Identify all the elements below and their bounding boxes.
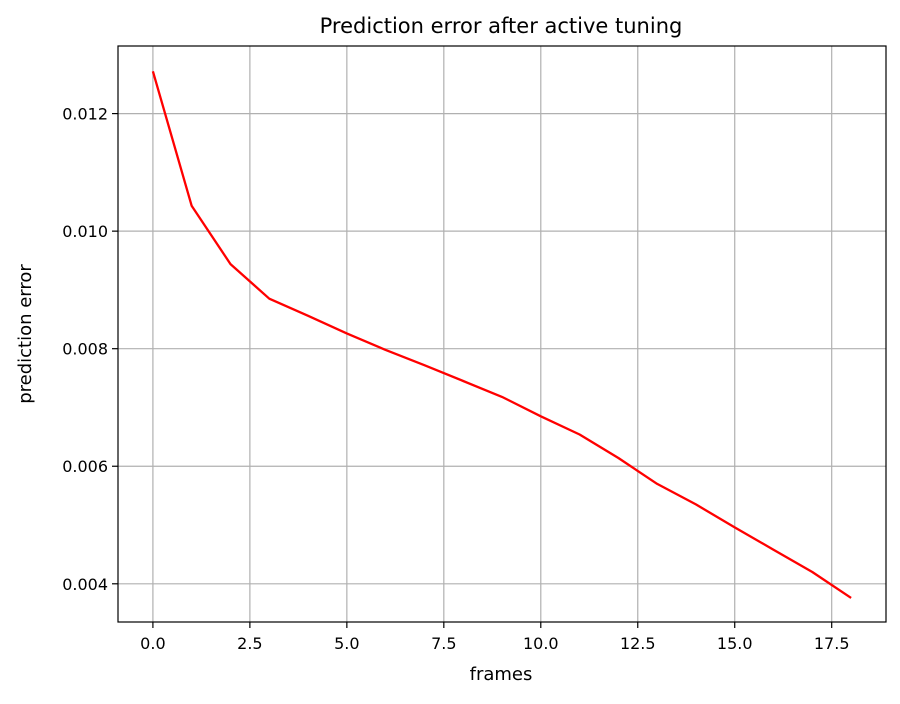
y-tick-label: 0.008	[62, 340, 108, 359]
x-tick-label: 5.0	[334, 634, 359, 653]
y-tick-label: 0.006	[62, 457, 108, 476]
y-tick-label: 0.012	[62, 105, 108, 124]
plot-frame	[117, 45, 887, 623]
y-tick-label: 0.004	[62, 575, 108, 594]
x-tick-label: 7.5	[431, 634, 456, 653]
y-tick-label: 0.010	[62, 222, 108, 241]
x-tick-label: 2.5	[237, 634, 262, 653]
grid	[118, 46, 886, 622]
y-axis: 0.004 0.006 0.008 0.010 0.012	[62, 105, 118, 594]
y-axis-label: prediction error	[15, 264, 36, 404]
x-axis-label: frames	[470, 664, 533, 685]
series-line	[151, 70, 852, 599]
series-layer	[151, 70, 852, 599]
x-tick-label: 15.0	[717, 634, 753, 653]
x-axis: 0.0 2.5 5.0 7.5 10.0 12.5 15.0 17.5	[140, 622, 850, 653]
x-tick-label: 0.0	[140, 634, 165, 653]
x-tick-label: 17.5	[814, 634, 850, 653]
chart-title: Prediction error after active tuning	[320, 14, 683, 38]
x-tick-label: 12.5	[620, 634, 656, 653]
x-tick-label: 10.0	[523, 634, 559, 653]
